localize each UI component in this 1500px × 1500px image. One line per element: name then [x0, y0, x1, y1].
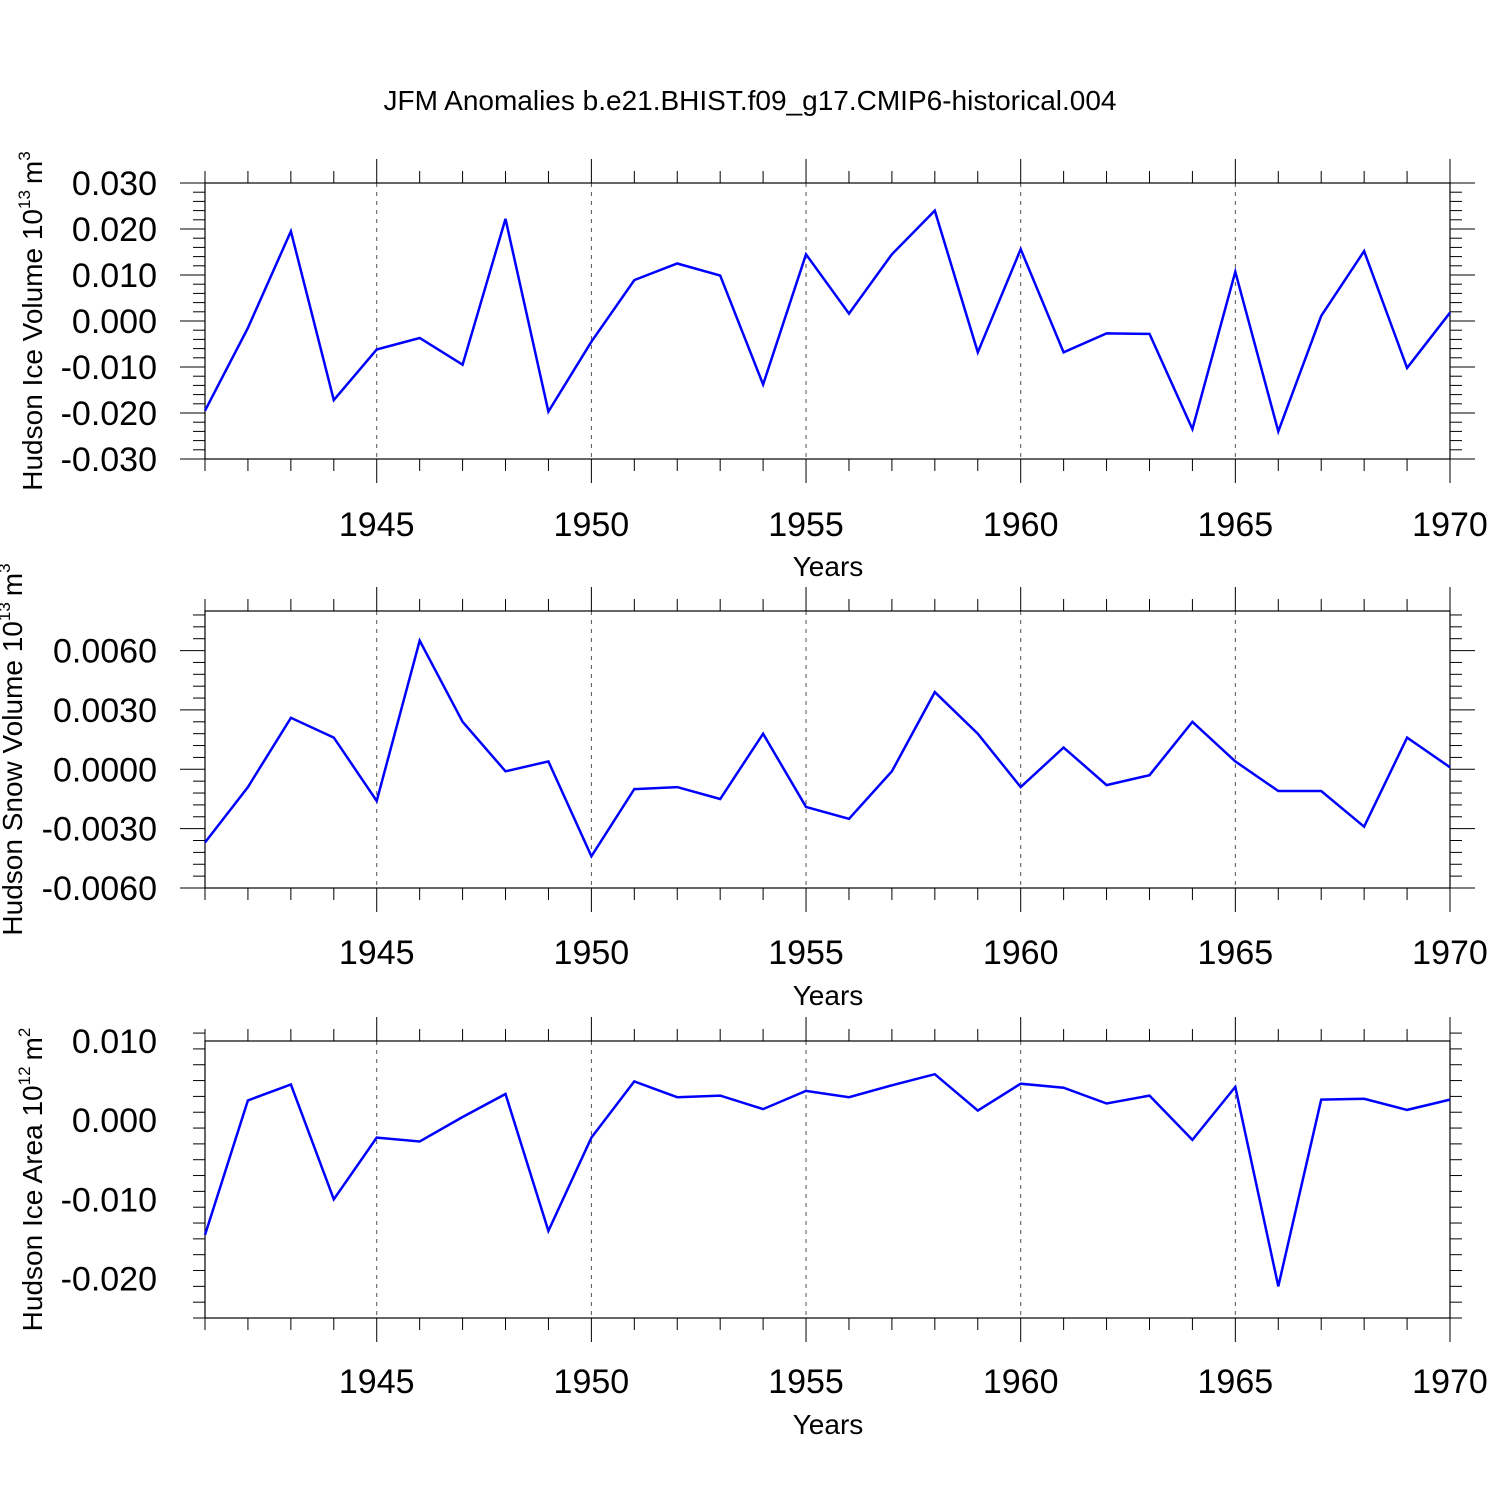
- x-tick-label: 1970: [1412, 1363, 1488, 1401]
- x-tick-label: 1950: [554, 506, 630, 544]
- x-tick-label: 1965: [1198, 934, 1274, 972]
- y-tick-label: 0.0060: [53, 633, 157, 671]
- plot-frame: [204, 182, 1451, 460]
- y-axis-label-unit: m: [17, 161, 48, 184]
- x-tick-label: 1970: [1412, 506, 1488, 544]
- y-axis-label-text: Hudson Ice Volume 10: [17, 209, 48, 491]
- series-line-ice-volume: [203, 208, 1451, 436]
- x-tick-label: 1960: [983, 934, 1059, 972]
- y-axis-label-unit: m: [0, 573, 28, 596]
- y-axis-label-unit-exponent: 3: [15, 151, 34, 160]
- y-tick-label: 0.010: [72, 257, 157, 295]
- y-tick-label: -0.010: [61, 1181, 157, 1219]
- panels: -0.030 -0.020 -0.010 0.000 0.010 0.020 0.030 19…: [0, 151, 1488, 1440]
- y-axis-label-unit: m: [17, 1037, 48, 1060]
- panel-snow-volume: -0.0060 -0.0030 0.0000 0.0030 0.0060 1945 1950…: [0, 563, 1488, 1011]
- y-tick-label: -0.020: [61, 1260, 157, 1298]
- x-tick-label: 1965: [1198, 506, 1274, 544]
- x-tick-label: 1950: [554, 934, 630, 972]
- figure-title: JFM Anomalies b.e21.BHIST.f09_g17.CMIP6-…: [383, 85, 1116, 116]
- y-axis-label: Hudson Snow Volume 1013 m3: [0, 563, 28, 935]
- x-tick-label: 1965: [1198, 1363, 1274, 1401]
- y-tick-label: -0.0060: [42, 870, 157, 908]
- panel-ice-area: -0.020 -0.010 0.000 0.010 1945 1950 1955 1960 19…: [15, 1017, 1488, 1440]
- y-axis-label-text: Hudson Snow Volume 10: [0, 621, 28, 935]
- x-tick-label: 1950: [554, 1363, 630, 1401]
- x-tick-label: 1955: [768, 506, 844, 544]
- y-tick-label: -0.010: [61, 349, 157, 387]
- plot-frame: [204, 1040, 1451, 1319]
- x-tick-label: 1970: [1412, 934, 1488, 972]
- y-tick-label: 0.010: [72, 1023, 157, 1061]
- x-tick-label: 1955: [768, 934, 844, 972]
- y-tick-label: -0.0030: [42, 811, 157, 849]
- y-axis-label-unit-exponent: 3: [0, 563, 14, 572]
- plot-frame: [204, 610, 1451, 889]
- y-axis-label: Hudson Ice Volume 1013 m3: [15, 151, 48, 490]
- x-tick-label: 1960: [983, 1363, 1059, 1401]
- y-tick-label: 0.000: [72, 303, 157, 341]
- panel-ice-volume: -0.030 -0.020 -0.010 0.000 0.010 0.020 0.030 19…: [15, 151, 1488, 582]
- y-tick-label: 0.0030: [53, 692, 157, 730]
- y-axis-label-exponent: 13: [0, 602, 14, 621]
- x-tick-label: 1945: [339, 934, 415, 972]
- y-axis-label: Hudson Ice Area 1012 m2: [15, 1028, 48, 1332]
- x-tick-label: 1945: [339, 1363, 415, 1401]
- y-tick-label: 0.0000: [53, 751, 157, 789]
- x-tick-label: 1955: [768, 1363, 844, 1401]
- x-tick-label: 1960: [983, 506, 1059, 544]
- series-line-ice-area: [203, 1072, 1451, 1287]
- y-tick-label: 0.030: [72, 165, 157, 203]
- x-axis-label: Years: [793, 551, 864, 582]
- series-line-snow-volume: [204, 637, 1451, 859]
- y-axis-label-exponent: 13: [15, 190, 34, 209]
- y-axis-label-unit-exponent: 2: [15, 1028, 34, 1037]
- x-tick-label: 1945: [339, 506, 415, 544]
- y-tick-label: 0.020: [72, 211, 157, 249]
- y-axis-label-text: Hudson Ice Area 10: [17, 1085, 48, 1331]
- x-axis-label: Years: [793, 980, 864, 1011]
- y-tick-label: 0.000: [72, 1102, 157, 1140]
- x-axis-label: Years: [793, 1409, 864, 1440]
- y-axis-label-exponent: 12: [15, 1066, 34, 1085]
- y-tick-label: -0.030: [61, 441, 157, 479]
- y-tick-label: -0.020: [61, 395, 157, 433]
